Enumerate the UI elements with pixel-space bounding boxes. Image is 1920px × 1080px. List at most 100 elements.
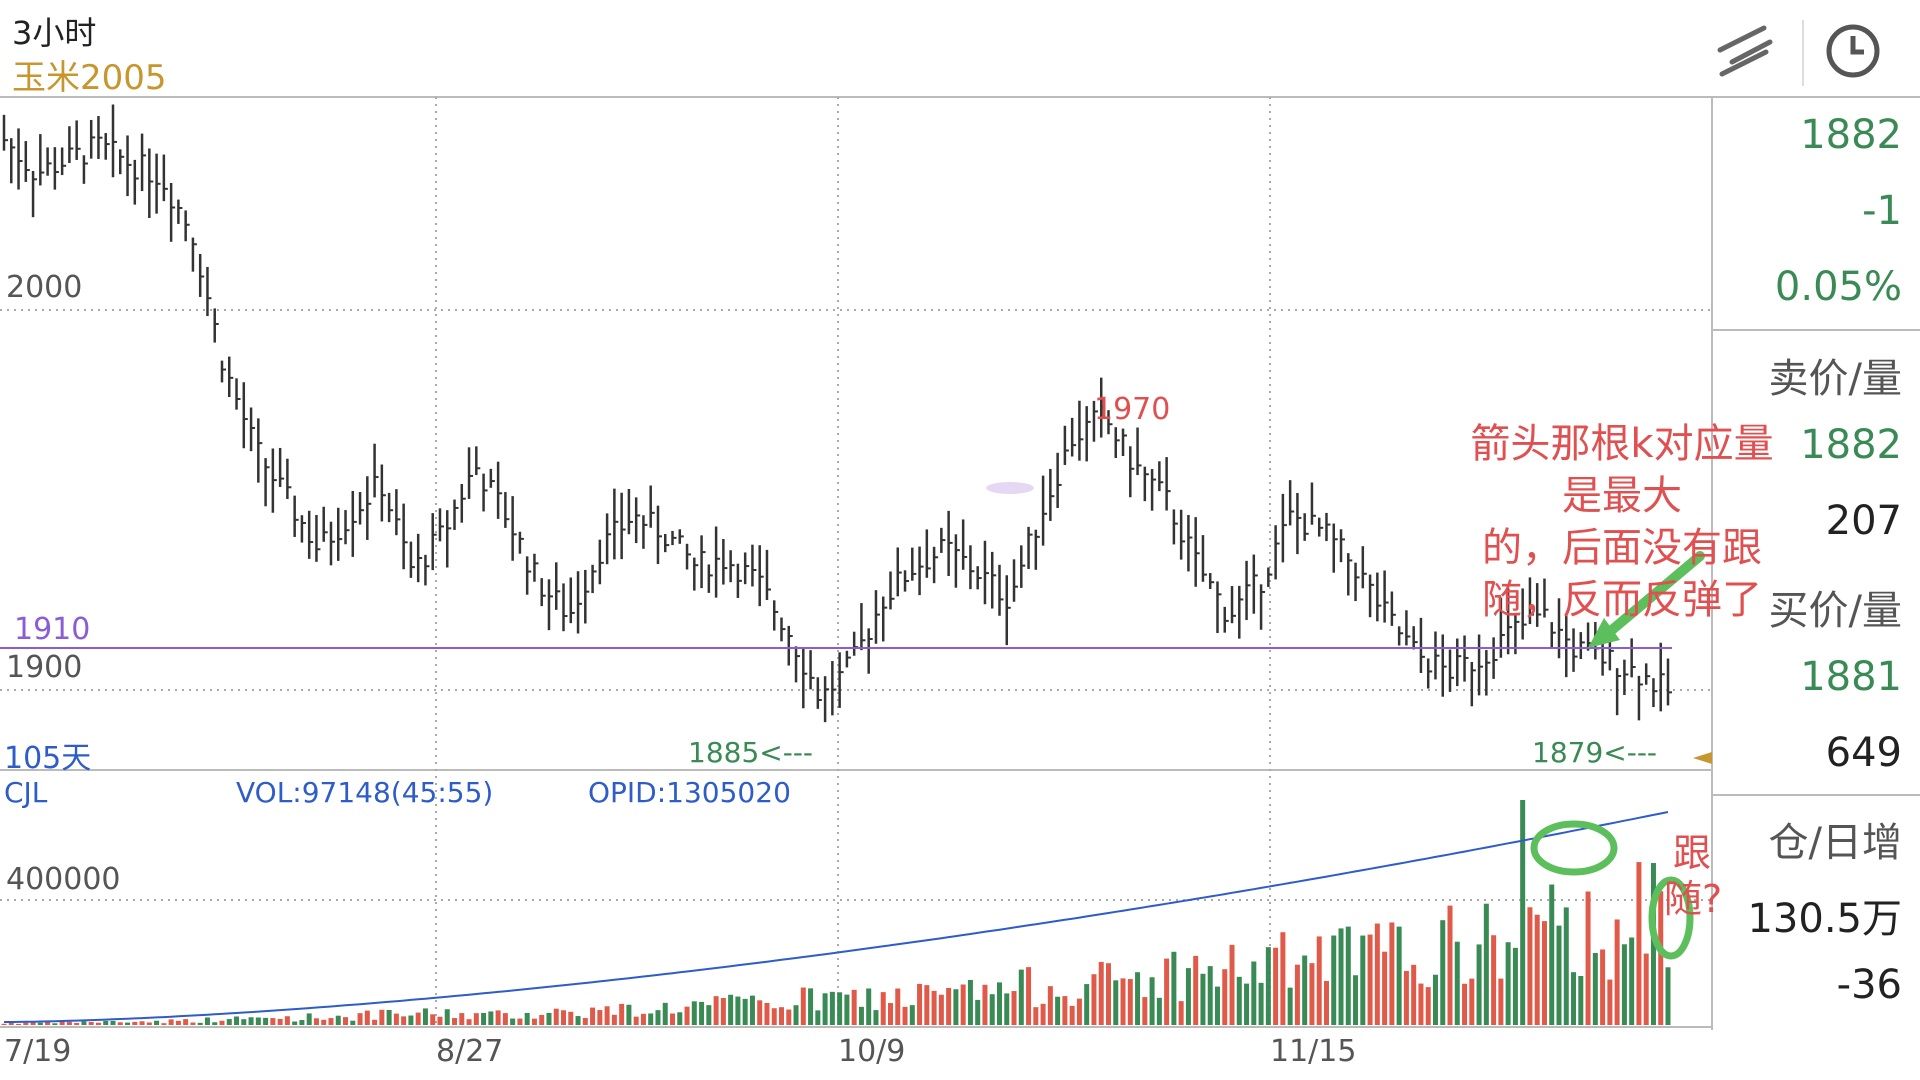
volume-bar [1338, 928, 1344, 1025]
low-label-1879: 1879<--- [1532, 736, 1658, 769]
volume-bar [1418, 983, 1424, 1025]
volume-bar [815, 1010, 821, 1025]
volume-bar [1534, 914, 1540, 1025]
bid-volume: 649 [1825, 730, 1902, 776]
volume-bar [1498, 978, 1504, 1025]
oi-label: 仓/日增 [1768, 820, 1902, 866]
volume-bar [197, 1022, 203, 1025]
volume-bar [1178, 1001, 1184, 1025]
indicator-label[interactable]: CJL [4, 776, 48, 809]
volume-bar [139, 1021, 145, 1025]
annotation-line-1: 箭头那根k对应量 [1470, 421, 1774, 467]
annotation-line-2: 是最大 [1562, 473, 1682, 519]
volume-bar [1244, 983, 1250, 1025]
clock-icon[interactable] [1818, 16, 1888, 86]
volume-bar [1171, 951, 1177, 1025]
volume-bar [1149, 977, 1155, 1025]
volume-bar [1512, 947, 1518, 1025]
volume-bar [1200, 973, 1206, 1025]
x-tick-2: 8/27 [436, 1034, 504, 1069]
volume-bar [466, 1019, 472, 1025]
volume-bar [263, 1017, 269, 1025]
volume-bar [989, 994, 995, 1025]
volume-bar [1454, 941, 1460, 1025]
volume-bar [1396, 926, 1402, 1025]
mark-smudge [986, 482, 1034, 494]
volume-bar [364, 1010, 370, 1025]
ask-price: 1882 [1800, 422, 1902, 468]
volume-bar [597, 1010, 603, 1025]
volume-bar [74, 1022, 80, 1025]
volume-bar [183, 1019, 189, 1025]
volume-bar [1607, 979, 1613, 1025]
volume-bar [510, 1018, 516, 1025]
volume-bar [219, 1020, 225, 1025]
volume-bar [771, 1008, 777, 1025]
volume-bar [1636, 862, 1642, 1025]
volume-bar [953, 989, 959, 1025]
volume-bar [372, 1019, 378, 1025]
period-label[interactable]: 3小时 [12, 14, 97, 52]
volume-bar [822, 993, 828, 1025]
volume-bar [764, 1002, 770, 1025]
volume-bar [1062, 996, 1068, 1025]
volume-bar [924, 985, 930, 1025]
volume-bar [706, 1005, 712, 1025]
volume-bar [1585, 891, 1591, 1025]
symbol-label[interactable]: 玉米2005 [12, 58, 167, 98]
volume-bar [866, 988, 872, 1025]
volume-bar [16, 1023, 22, 1025]
volume-bar [699, 1001, 705, 1025]
volume-bar [1563, 907, 1569, 1025]
volume-bar [1440, 920, 1446, 1025]
volume-bar [931, 990, 937, 1025]
volume-bar [909, 1005, 915, 1025]
highlight-ellipse-2 [1648, 876, 1694, 960]
open-interest-line [4, 811, 1669, 1023]
volume-bar [1214, 986, 1220, 1025]
volume-bar [1135, 972, 1141, 1025]
volume-bar [1600, 949, 1606, 1025]
price-pointer-icon [1693, 752, 1712, 764]
volume-bar [568, 1011, 574, 1025]
oi-value: 130.5万 [1747, 896, 1902, 942]
volume-bar [1309, 963, 1315, 1025]
volume-bar [1251, 961, 1257, 1025]
volume-bar [1592, 952, 1598, 1025]
volume-bar [677, 1012, 683, 1025]
volume-bar [851, 989, 857, 1025]
volume-bar [1505, 942, 1511, 1025]
volume-bar [1091, 974, 1097, 1025]
volume-bar [430, 1014, 436, 1025]
volume-bar [350, 1020, 356, 1025]
volume-bar [270, 1018, 276, 1025]
y-tick-1900: 1900 [6, 650, 83, 685]
volume-bar [786, 1009, 792, 1025]
volume-bar [1331, 935, 1337, 1025]
volume-bar [561, 1010, 567, 1025]
volume-bar [996, 982, 1002, 1025]
header-divider [1802, 20, 1804, 86]
volume-bar [1447, 905, 1453, 1025]
low-label-1885: 1885<--- [688, 736, 814, 769]
volume-bar [306, 1013, 312, 1025]
volume-bar [8, 1022, 14, 1025]
volume-bar [1476, 944, 1482, 1025]
draw-line-icon[interactable] [1712, 16, 1782, 86]
volume-bar [393, 1013, 399, 1025]
volume-bar [59, 1020, 65, 1025]
volume-bar [1236, 976, 1242, 1025]
volume-bar [1643, 953, 1649, 1025]
volume-bar [255, 1017, 261, 1025]
volume-bar [1076, 998, 1082, 1025]
volume-bar [1018, 969, 1024, 1025]
volume-bar [757, 1000, 763, 1025]
volume-bar [517, 1018, 523, 1025]
volume-bar [546, 1012, 552, 1025]
volume-bar [728, 994, 734, 1025]
high-label-1970: 1970 [1094, 392, 1171, 427]
volume-bar [1556, 925, 1562, 1025]
volume-bar [190, 1022, 196, 1025]
opid-readout: OPID:1305020 [588, 776, 791, 809]
